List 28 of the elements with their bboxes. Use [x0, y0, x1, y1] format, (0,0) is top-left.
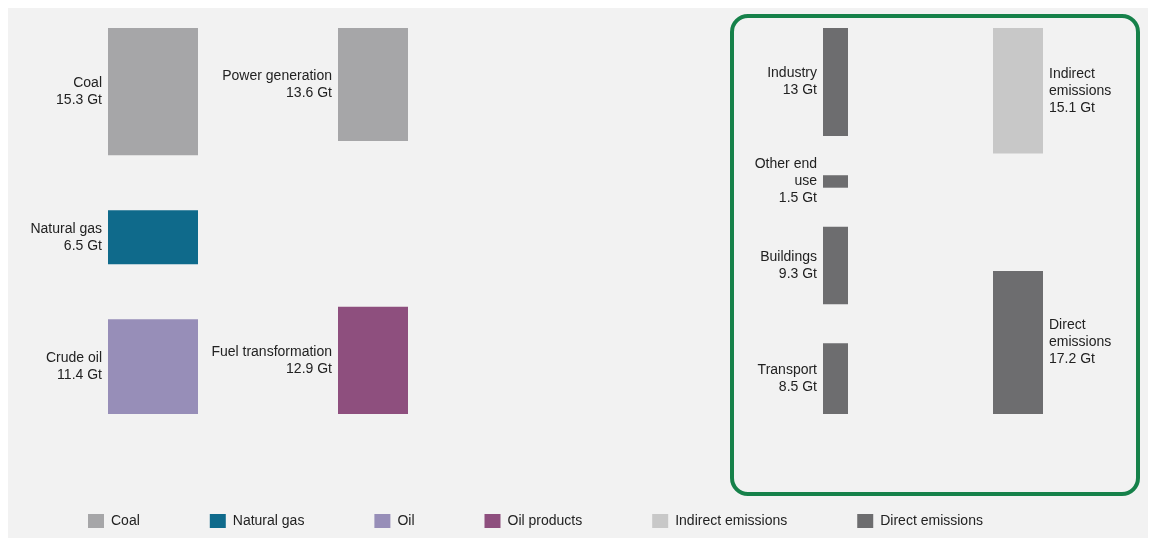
data-label: 13 Gt [782, 81, 818, 98]
data-label: 9.3 Gt [778, 264, 818, 281]
category-label: Power generation [222, 66, 332, 83]
data-label: 8.5 Gt [778, 378, 818, 395]
legend-label: Direct emissions [880, 511, 983, 528]
data-label: 11.4 Gt [57, 365, 103, 382]
category-label: Natural gas [30, 219, 102, 236]
category-label: Industry [767, 64, 817, 81]
data-label: 15.1 Gt [1049, 98, 1096, 115]
legend-label: Natural gas [232, 511, 305, 528]
data-label: 1.5 Gt [778, 189, 818, 206]
category-label: Crude oil [45, 348, 102, 365]
data-label: 12.9 Gt [286, 359, 333, 376]
category-label: Transport [757, 361, 818, 378]
data-label: 13.6 Gt [286, 83, 333, 100]
data-label: 17.2 Gt [1049, 350, 1096, 367]
category-label: Coal [73, 73, 102, 90]
legend-label: Coal [111, 511, 140, 528]
legend-label: Oil products [507, 511, 583, 528]
category-label: Direct emissions [1049, 316, 1112, 350]
legend-label: Indirect emissions [675, 511, 788, 528]
category-label: Buildings [760, 247, 817, 264]
data-label: 6.5 Gt [63, 236, 103, 253]
category-label: Indirect emissions [1049, 64, 1112, 98]
category-label: Fuel transformation [211, 342, 332, 359]
data-label: 15.3 Gt [56, 90, 103, 107]
legend-label: Oil [397, 511, 415, 528]
category-label: Other end use [754, 155, 818, 189]
